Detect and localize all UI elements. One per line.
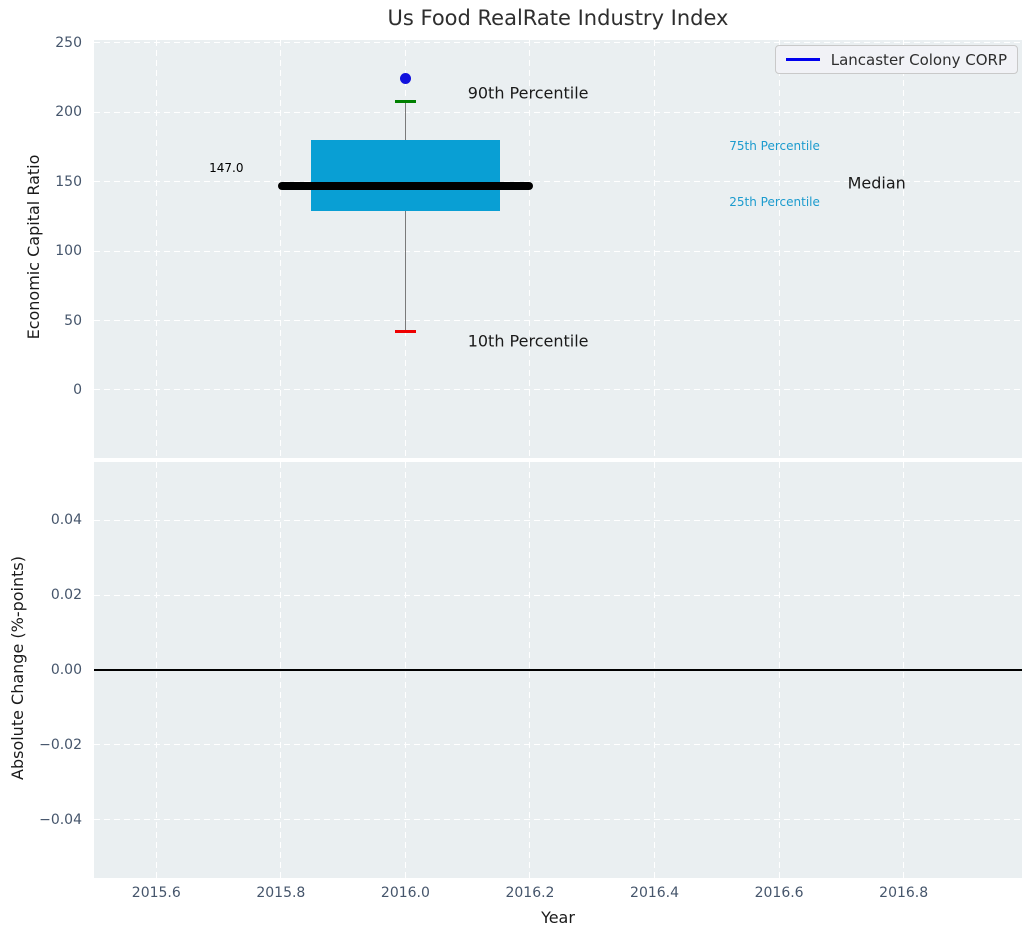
annotation: Median (847, 173, 906, 193)
x-tick-label: 2016.6 (754, 885, 804, 901)
annotation: 90th Percentile (467, 83, 589, 103)
y-tick-label: 50 (64, 312, 82, 329)
gridline (94, 320, 1022, 322)
y-tick-label: 100 (55, 243, 82, 260)
company-dot (399, 73, 411, 85)
gridline (94, 42, 1022, 44)
zero-line (94, 669, 1022, 671)
gridline (529, 40, 531, 458)
x-tick-label: 2016.8 (879, 885, 929, 901)
gridline (94, 250, 1022, 252)
p10-cap (394, 330, 416, 334)
y-tick-label: 250 (55, 34, 82, 51)
annotation: 75th Percentile (729, 138, 820, 153)
median-line (277, 181, 534, 190)
y-tick-label: −0.04 (39, 811, 82, 828)
x-axis-label: Year (541, 908, 575, 927)
y-tick-label: 150 (55, 173, 82, 190)
x-tick-label: 2016.2 (505, 885, 555, 901)
gridline (903, 40, 905, 458)
annotation: 10th Percentile (467, 331, 589, 351)
y-tick-label: 200 (55, 104, 82, 121)
gridline (778, 40, 780, 458)
x-tick-label: 2015.8 (256, 885, 306, 901)
top-axes-economic-capital-ratio: Lancaster Colony CORP 147.0 90th Percenti… (94, 40, 1022, 458)
gridline (94, 819, 1022, 821)
y-tick-label: 0 (73, 381, 82, 398)
gridline (94, 111, 1022, 113)
y-tick-label: 0.02 (50, 587, 82, 604)
annotation: 25th Percentile (729, 195, 820, 210)
gridline (155, 40, 157, 458)
legend-line-sample (785, 58, 820, 61)
y-tick-label: 0.00 (50, 662, 82, 678)
gridline (94, 744, 1022, 746)
p90-cap (394, 99, 416, 103)
gridline (94, 594, 1022, 596)
whisker-line (404, 101, 406, 332)
chart-title: Us Food RealRate Industry Index (387, 6, 729, 30)
y-tick-label: −0.02 (39, 736, 82, 753)
gridline (94, 519, 1022, 521)
iqr-box (310, 139, 501, 211)
annotation: 147.0 (209, 160, 244, 175)
y-tick-label: 0.04 (50, 512, 82, 529)
x-tick-label: 2016.0 (380, 885, 430, 901)
x-tick-label: 2015.6 (131, 885, 181, 901)
bottom-axes-absolute-change (94, 462, 1022, 878)
gridline (94, 389, 1022, 391)
x-tick-label: 2016.4 (630, 885, 680, 901)
gridline (280, 40, 282, 458)
legend-label: Lancaster Colony CORP (830, 50, 1007, 69)
gridline (654, 40, 656, 458)
legend: Lancaster Colony CORP (774, 45, 1018, 74)
gridline (94, 181, 1022, 183)
